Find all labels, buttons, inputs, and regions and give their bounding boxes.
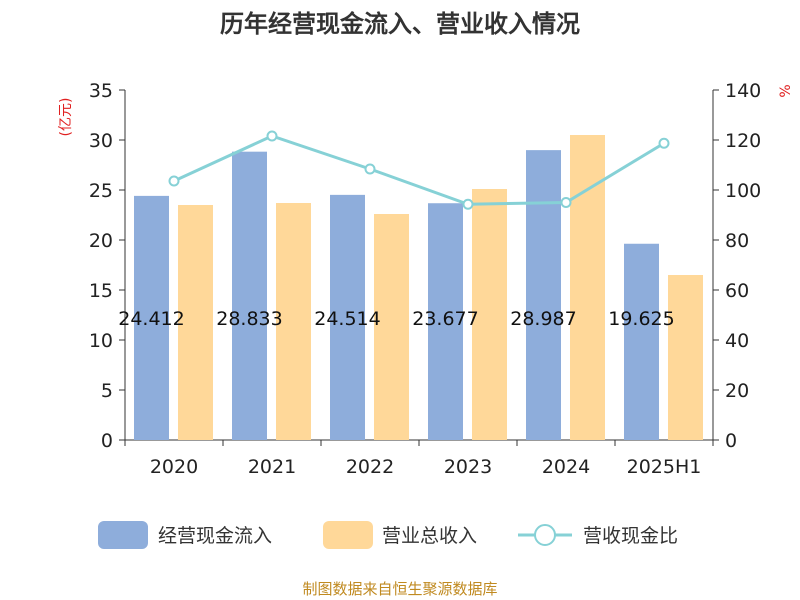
legend-label-revenue: 营业总收入 (382, 525, 477, 547)
bar-revenue (570, 135, 605, 440)
y-right-tick-label: 100 (725, 180, 761, 202)
line-point-cash-revenue-ratio (168, 175, 180, 187)
legend-label-ratio: 营收现金比 (583, 525, 678, 547)
data-label-cash-inflow: 28.833 (216, 308, 282, 330)
data-label-cash-inflow: 23.677 (412, 308, 478, 330)
data-label-cash-inflow: 24.514 (314, 308, 380, 330)
y-left-tick-label: 20 (89, 230, 113, 252)
y-left-tick-label: 5 (101, 380, 113, 402)
y-left-tick-label: 0 (101, 430, 113, 452)
legend-swatch-cash-inflow (98, 521, 148, 549)
line-cash-revenue-ratio (173, 134, 665, 206)
x-tick-label: 2023 (444, 456, 492, 478)
y-right-tick-label: 60 (725, 280, 749, 302)
x-tick-label: 2021 (248, 456, 296, 478)
line-point-cash-revenue-ratio (364, 163, 376, 175)
bar-cash-inflow (624, 243, 659, 440)
y-left-tick-label: 10 (89, 330, 113, 352)
line-point-cash-revenue-ratio (462, 198, 474, 210)
line-point-cash-revenue-ratio (266, 130, 278, 142)
bar-revenue (178, 205, 213, 440)
legend-swatch-revenue (323, 521, 373, 549)
data-label-cash-inflow: 28.987 (510, 308, 576, 330)
y-right-tick-label: 0 (725, 430, 737, 452)
bar-revenue (472, 189, 507, 440)
bar-cash-inflow (232, 151, 267, 441)
y-right-unit-label: % (778, 84, 794, 97)
data-label-cash-inflow: 19.625 (608, 308, 674, 330)
y-left-tick-label: 30 (89, 130, 113, 152)
source-note: 制图数据来自恒生聚源数据库 (302, 580, 497, 598)
y-right-tick-label: 120 (725, 130, 761, 152)
y-left-tick-label: 25 (89, 180, 113, 202)
y-left-tick-label: 35 (89, 80, 113, 102)
y-right-tick-label: 140 (725, 80, 761, 102)
x-tick-label: 2024 (542, 456, 590, 478)
bar-cash-inflow (526, 150, 561, 440)
line-point-cash-revenue-ratio (560, 197, 572, 208)
y-left-tick-label: 15 (89, 280, 113, 302)
bar-cash-inflow (428, 203, 463, 440)
legend-swatch-marker-ratio (534, 524, 556, 546)
x-tick-label: 2025H1 (627, 456, 702, 478)
x-tick-label: 2020 (150, 456, 198, 478)
line-point-cash-revenue-ratio (658, 137, 670, 149)
data-label-cash-inflow: 24.412 (118, 308, 184, 330)
bar-revenue (374, 214, 409, 440)
y-right-tick-label: 40 (725, 330, 749, 352)
bar-revenue (668, 275, 703, 440)
y-right-tick-label: 80 (725, 230, 749, 252)
legend-label-cash-inflow: 经营现金流入 (158, 525, 272, 547)
bar-cash-inflow (134, 195, 169, 440)
y-right-tick-label: 20 (725, 380, 749, 402)
bar-cash-inflow (330, 194, 365, 440)
y-left-unit-label: (亿元) (58, 98, 74, 137)
chart-title: 历年经营现金流入、营业收入情况 (220, 10, 580, 38)
bar-revenue (276, 203, 311, 440)
x-tick-label: 2022 (346, 456, 394, 478)
plot-area: 0 5 10 15 20 25 30 35 0 20 40 60 80 100 120 140 (亿元)% 202… (58, 80, 794, 549)
